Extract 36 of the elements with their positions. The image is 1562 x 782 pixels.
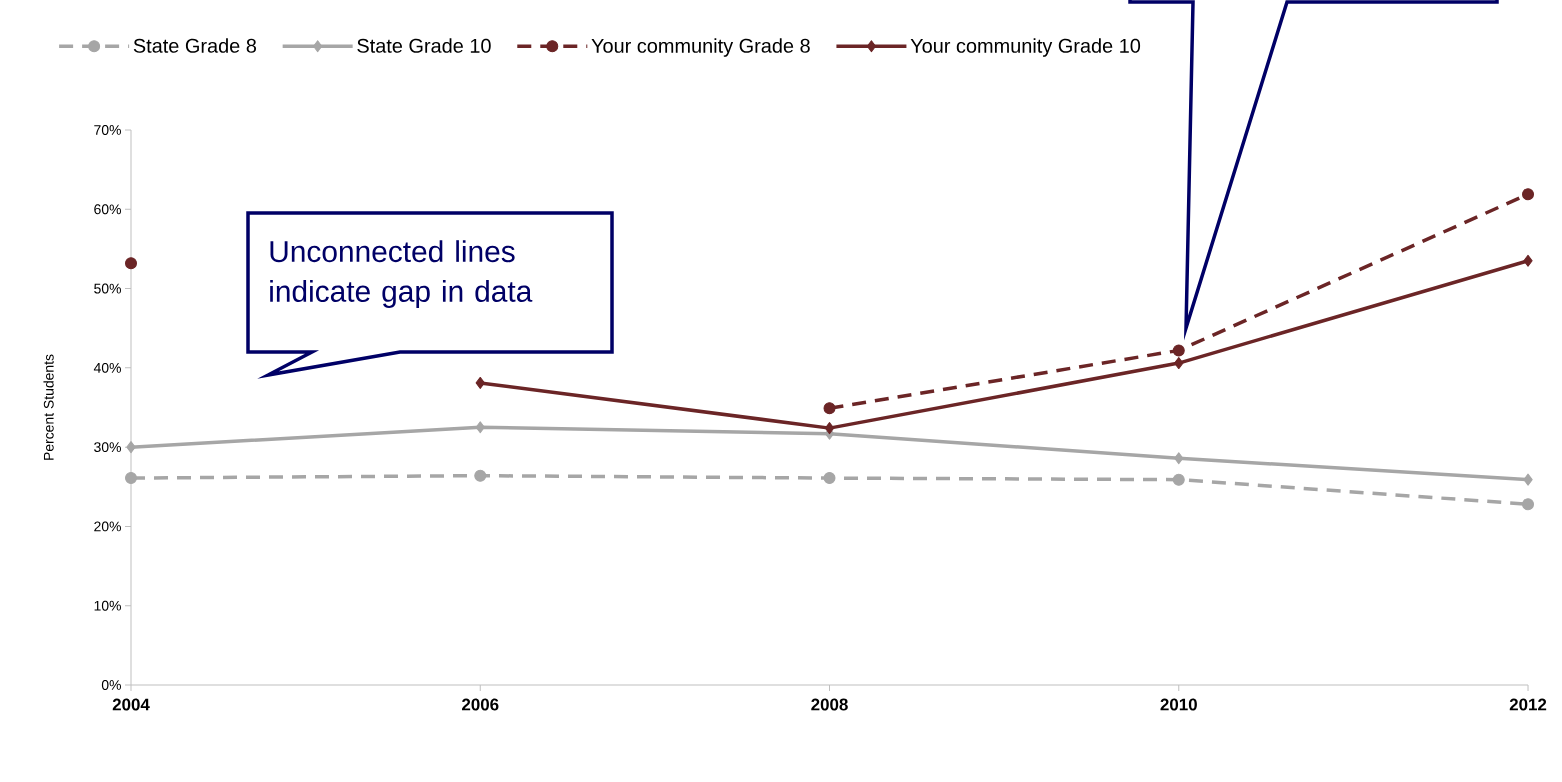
legend-label: Your community Grade 10 (910, 38, 1141, 57)
point (474, 469, 487, 482)
y-tick-label: 40% (93, 362, 121, 373)
annotation: Unconnected lines indicate gap in data (270, 240, 533, 308)
point (1172, 344, 1185, 357)
point (824, 422, 835, 435)
point (1172, 473, 1185, 486)
y-tick-label: 50% (94, 283, 121, 294)
point (126, 441, 136, 454)
x-tick-label: 2004 (112, 698, 150, 711)
legend-label: State Grade 8 (133, 38, 257, 53)
y-axis-title: Percent Students (43, 354, 54, 460)
y-tick-label: 0% (101, 680, 121, 690)
point (1174, 357, 1184, 370)
point (1523, 473, 1533, 486)
y-tick-label: 30% (94, 442, 121, 453)
point (1523, 254, 1533, 267)
point (823, 472, 836, 485)
point (1522, 188, 1535, 201)
x-tick-label: 2008 (811, 698, 848, 711)
point (125, 472, 137, 485)
x-tick-label: 2012 (1509, 698, 1547, 711)
y-tick-label: 20% (94, 521, 121, 532)
point (475, 421, 485, 434)
point (1174, 452, 1184, 465)
legend-label: Your community Grade 8 (591, 38, 810, 57)
y-tick-label: 60% (94, 204, 121, 215)
y-tick-label: 10% (94, 600, 121, 611)
x-tick-label: 2006 (462, 698, 499, 711)
point (1522, 498, 1535, 511)
legend-label: State Grade 10 (357, 38, 491, 53)
point (823, 402, 836, 415)
x-tick-label: 2010 (1160, 698, 1197, 711)
y-tick-label: 70% (94, 125, 121, 135)
point (125, 257, 137, 270)
point (475, 376, 485, 389)
